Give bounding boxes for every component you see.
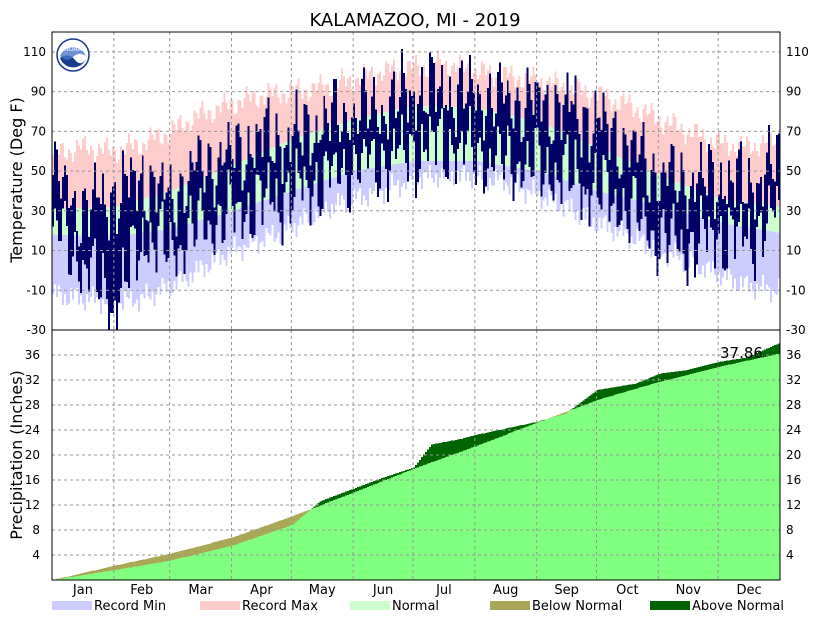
chart-axes: -30 -30 -10 -10 10 10 30 30 50 50 70 70 90 90 110 110 4 4… [23, 31, 809, 598]
legend-item: Below Normal [490, 599, 622, 614]
month-tick-label: Sep [554, 583, 579, 598]
precip-tick-label: 16 [786, 473, 801, 487]
precip-tick-label: 36 [25, 348, 40, 362]
chart-title: KALAMAZOO, MI - 2019 [309, 10, 520, 31]
temp-tick-label: -30 [786, 323, 806, 337]
legend-label: Below Normal [532, 599, 622, 614]
legend-item: Record Min [52, 599, 166, 614]
month-tick-label: Mar [188, 583, 213, 598]
legend-item: Normal [350, 599, 439, 614]
temp-tick-label: 50 [31, 164, 46, 178]
temp-tick-label: 70 [31, 124, 46, 138]
actual-temp-series [52, 49, 780, 330]
noaa-logo-text: NOAA [64, 46, 82, 53]
month-tick-label: Jan [72, 583, 93, 598]
precip-tick-label: 36 [786, 348, 801, 362]
temp-tick-label: 90 [31, 85, 46, 99]
legend-item: Above Normal [650, 599, 784, 614]
month-tick-label: Aug [493, 583, 518, 598]
legend-swatch [650, 601, 690, 610]
temp-tick-label: 70 [786, 124, 801, 138]
legend-label: Record Min [94, 599, 166, 614]
month-tick-label: Jun [372, 583, 393, 598]
temp-tick-label: 10 [786, 244, 801, 258]
precip-tick-label: 8 [32, 523, 40, 537]
plot-frame [51, 31, 781, 581]
legend-swatch [200, 601, 240, 610]
precipitation-axis-label: Precipitation (Inches) [7, 370, 26, 540]
precipitation-panel [52, 343, 780, 580]
precip-tick-label: 32 [25, 373, 40, 387]
precip-tick-label: 16 [25, 473, 40, 487]
temp-tick-label: 30 [786, 204, 801, 218]
temp-tick-label: 110 [23, 45, 46, 59]
month-tick-label: Apr [250, 583, 273, 598]
precip-tick-label: 28 [786, 398, 801, 412]
precip-tick-label: 4 [32, 548, 40, 562]
precip-tick-label: 20 [25, 448, 40, 462]
month-tick-label: Feb [130, 583, 153, 598]
temperature-axis-label: Temperature (Deg F) [7, 97, 26, 264]
temperature-panel [52, 49, 780, 330]
month-tick-label: Jul [435, 583, 452, 598]
legend-label: Record Max [242, 599, 318, 614]
precip-tick-label: 24 [786, 423, 801, 437]
precip-tick-label: 28 [25, 398, 40, 412]
precip-tick-label: 4 [786, 548, 794, 562]
temp-tick-label: 30 [31, 204, 46, 218]
month-tick-label: May [309, 583, 336, 598]
legend-swatch [52, 601, 92, 610]
chart-legend: Record Min Record Max Normal Below Normal Ab… [52, 599, 784, 614]
precip-tick-label: 20 [786, 448, 801, 462]
temp-tick-label: 90 [786, 85, 801, 99]
temp-tick-label: -10 [26, 283, 46, 297]
precip-tick-label: 32 [786, 373, 801, 387]
noaa-logo: NOAA [56, 38, 90, 72]
legend-label: Above Normal [692, 599, 784, 614]
normal-precip-series [52, 353, 780, 580]
temp-tick-label: 110 [786, 45, 809, 59]
precip-tick-label: 12 [25, 498, 40, 512]
month-tick-label: Dec [737, 583, 762, 598]
precip-tick-label: 8 [786, 523, 794, 537]
precip-tick-label: 12 [786, 498, 801, 512]
legend-swatch [350, 601, 390, 610]
precip-tick-label: 24 [25, 423, 40, 437]
above-normal-series [311, 343, 780, 509]
temp-tick-label: -10 [786, 283, 806, 297]
legend-label: Normal [392, 599, 439, 614]
legend-swatch [490, 601, 530, 610]
total-precip-annotation: 37.86 [720, 344, 763, 362]
month-tick-label: Oct [616, 583, 638, 598]
temp-tick-label: -30 [26, 323, 46, 337]
record-min-series [52, 161, 780, 315]
legend-item: Record Max [200, 599, 318, 614]
temp-tick-label: 10 [31, 244, 46, 258]
temp-tick-label: 50 [786, 164, 801, 178]
month-tick-label: Nov [676, 583, 702, 598]
